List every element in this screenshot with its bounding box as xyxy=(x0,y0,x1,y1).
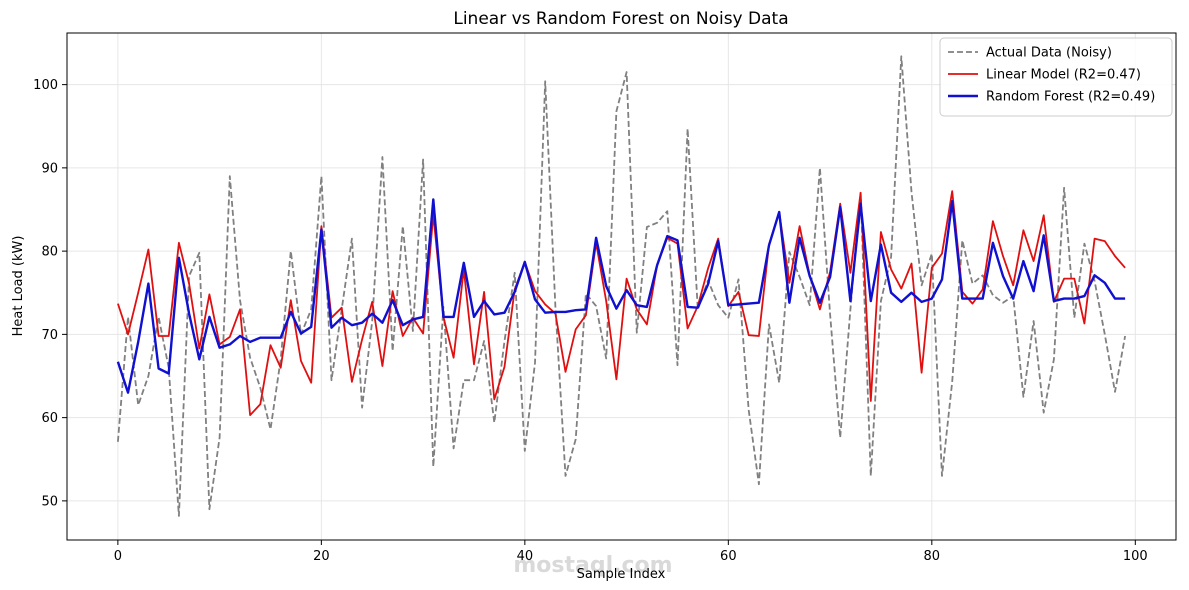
x-tick-label: 40 xyxy=(517,549,534,564)
x-tick-label: 80 xyxy=(924,549,941,564)
chart-title: Linear vs Random Forest on Noisy Data xyxy=(453,9,788,29)
legend-box xyxy=(939,37,1173,117)
x-tick-label: 0 xyxy=(114,549,122,564)
y-axis-label: Heat Load (kW) xyxy=(11,236,26,337)
y-axis: 50 60 70 80 90 100 xyxy=(33,78,67,509)
legend-label-1: Actual Data (Noisy) xyxy=(986,46,1112,61)
y-tick-label: 100 xyxy=(33,78,58,93)
x-tick-label: 60 xyxy=(720,549,737,564)
plot-frame xyxy=(66,32,1177,541)
watermark-text: mostaql.com xyxy=(513,553,672,578)
legend-label-2: Linear Model (R2=0.47) xyxy=(986,68,1141,83)
x-tick-label: 20 xyxy=(313,549,330,564)
x-tick-label: 100 xyxy=(1123,549,1148,564)
y-tick-label: 80 xyxy=(41,245,58,260)
y-tick-label: 50 xyxy=(41,494,58,509)
x-axis-label: Sample Index xyxy=(577,567,666,582)
x-axis: 0 20 40 60 80 100 xyxy=(114,540,1148,564)
legend: Actual Data (Noisy) Linear Model (R2=0.47… xyxy=(939,37,1173,117)
watermark: mostaql.com xyxy=(513,553,672,578)
legend-label-3: Random Forest (R2=0.49) xyxy=(986,90,1155,105)
y-tick-label: 90 xyxy=(41,161,58,176)
series-line-3 xyxy=(116,198,1126,394)
y-tick-label: 70 xyxy=(41,328,58,343)
series-line-1 xyxy=(117,55,1126,517)
series-layer xyxy=(116,55,1126,517)
y-tick-label: 60 xyxy=(41,411,58,426)
